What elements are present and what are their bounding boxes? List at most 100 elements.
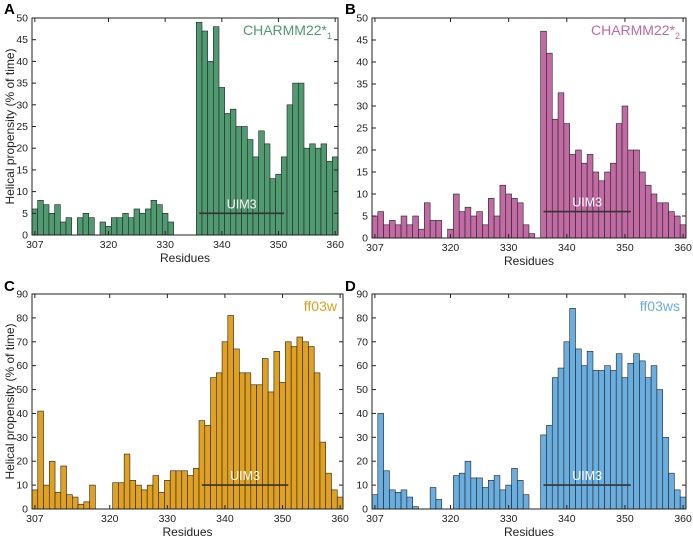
y-tick-label: 15	[16, 164, 28, 176]
y-tick-label: 60	[356, 360, 368, 372]
plot-frame	[371, 293, 687, 510]
bar-residue-351	[627, 362, 634, 510]
bar-residue-343	[239, 372, 246, 510]
y-tick-label: 20	[16, 143, 28, 155]
x-tick-label: 330	[500, 513, 518, 525]
x-tick-label: 330	[500, 242, 518, 254]
y-tick-label: 10	[16, 186, 28, 198]
x-tick-label: 360	[326, 239, 344, 251]
y-tick-label: 25	[16, 121, 28, 133]
y-tick-label: 20	[356, 145, 368, 157]
bar-residue-325	[476, 477, 483, 510]
y-tick-label: 90	[16, 289, 28, 301]
y-tick-label: 5	[22, 208, 28, 220]
y-tick-label: 5	[362, 211, 368, 223]
bar-residue-322	[118, 482, 125, 510]
bar-residue-334	[187, 475, 194, 510]
y-tick-label: 25	[356, 123, 368, 135]
bar-residue-349	[615, 123, 623, 239]
bar-residue-314	[72, 496, 79, 510]
y-tick-label: 50	[16, 384, 28, 396]
panel-d: 0 10 20 30 40 50 60 70 80 90 307 320 330 340 350 360 Res…	[345, 278, 692, 539]
bar-residue-358	[668, 472, 675, 510]
bar-residue-353	[639, 171, 646, 239]
bar-residue-328	[150, 199, 157, 236]
bar-residue-308	[377, 211, 384, 239]
y-tick-label: 0	[362, 504, 368, 516]
bar-residue-326	[141, 489, 148, 510]
bar-residue-339	[557, 92, 565, 239]
x-tick-label: 330	[156, 239, 174, 251]
bar-residue-323	[123, 453, 131, 510]
x-tick-label: 350	[274, 513, 292, 525]
x-tick-label: 350	[270, 239, 288, 251]
bar-residue-333	[181, 470, 188, 510]
bar-residue-316	[82, 213, 89, 236]
bar-residue-359	[674, 215, 681, 239]
legend-name: CHARMM22*	[243, 22, 328, 38]
bar-residue-310	[48, 460, 56, 510]
bar-residue-343	[581, 365, 588, 510]
bar-residue-355	[650, 365, 658, 510]
y-tick-label: 30	[16, 99, 28, 111]
bar-residue-352	[633, 353, 640, 510]
y-tick-label: 30	[356, 101, 368, 113]
y-tick-label: 10	[16, 480, 28, 492]
x-tick-label: 320	[101, 513, 119, 525]
bar-residue-313	[406, 224, 414, 239]
y-tick-label: 45	[356, 35, 368, 47]
bar-residue-308	[37, 410, 44, 510]
bar-residue-351	[285, 341, 292, 510]
bars-group	[371, 308, 687, 510]
bar-residue-310	[389, 489, 396, 510]
panel-b: 0 5 10 15 20 25 30 35 40 45 50 307 320 330 340 350 360 Re…	[345, 1, 692, 268]
bar-residue-326	[139, 213, 146, 236]
bar-residue-328	[493, 215, 501, 239]
bar-residue-357	[315, 147, 322, 236]
bar-residue-346	[256, 384, 263, 510]
bar-residue-350	[621, 105, 629, 239]
bar-residue-352	[290, 346, 298, 510]
bar-residue-308	[37, 199, 44, 236]
bar-residue-326	[482, 224, 489, 239]
bar-residue-360	[332, 156, 339, 236]
bar-residue-337	[546, 425, 553, 510]
bars-group	[371, 30, 687, 239]
y-tick-label: 0	[22, 504, 28, 516]
bars-group	[31, 315, 344, 510]
bar-residue-312	[400, 489, 408, 510]
bar-residue-339	[216, 372, 223, 510]
x-tick-label: 340	[213, 239, 231, 251]
bar-residue-331	[169, 470, 177, 510]
bar-residue-316	[424, 202, 431, 239]
y-tick-label: 70	[16, 336, 28, 348]
x-tick-label: 340	[558, 513, 576, 525]
bar-residue-354	[644, 184, 652, 239]
bar-residue-346	[598, 370, 605, 510]
panel-a: 0 5 10 15 20 25 30 35 40 45 50 307 320 330 340 350 360 Re…	[3, 1, 344, 265]
bar-residue-331	[511, 198, 518, 239]
x-tick-label: 360	[331, 513, 349, 525]
bar-residue-311	[54, 204, 61, 236]
bar-residue-348	[267, 391, 275, 510]
y-tick-label: 50	[356, 384, 368, 396]
bar-residue-318	[435, 220, 443, 239]
bar-residue-347	[604, 171, 611, 239]
bar-residue-350	[621, 377, 629, 510]
bar-residue-316	[83, 501, 90, 510]
x-tick-label: 330	[159, 513, 177, 525]
panel-label: D	[345, 278, 356, 295]
bar-residue-359	[674, 489, 681, 510]
bar-residue-358	[325, 472, 332, 510]
bar-residue-330	[505, 193, 512, 239]
bar-residue-309	[383, 224, 390, 239]
bar-residue-311	[54, 491, 62, 510]
bar-residue-312	[60, 465, 67, 510]
x-tick-label: 320	[442, 513, 460, 525]
bar-residue-354	[302, 341, 309, 510]
bar-residue-324	[128, 217, 135, 236]
bar-residue-340	[563, 123, 571, 239]
bar-residue-321	[453, 475, 460, 510]
bar-residue-354	[644, 377, 652, 510]
